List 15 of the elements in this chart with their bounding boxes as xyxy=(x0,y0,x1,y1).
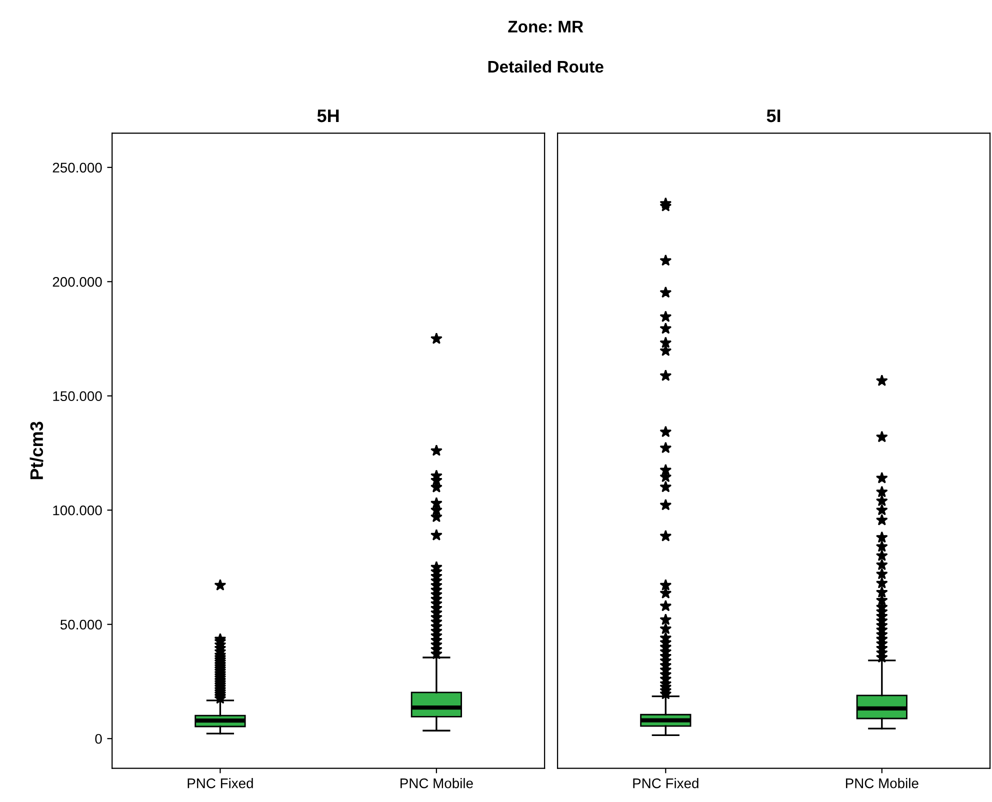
y-tick-label: 150.000 xyxy=(53,391,102,402)
chart-title: 5H xyxy=(317,110,339,122)
x-tick-label: PNC Fixed xyxy=(188,778,253,788)
chart-title: 5I xyxy=(766,110,780,122)
x-tick-label: PNC Mobile xyxy=(846,778,918,788)
text: Detailed Route xyxy=(488,60,604,73)
y-tick-label: 250.000 xyxy=(52,162,102,173)
x-tick-label: PNC Fixed xyxy=(633,778,698,788)
y-axis-title: Pt/cm3 xyxy=(30,422,44,480)
y-tick-label: 200.000 xyxy=(52,276,102,287)
y-tick-label: 50.000 xyxy=(60,620,102,630)
x-tick-label: PNC Mobile xyxy=(400,778,473,788)
y-tick-label: 0 xyxy=(95,734,102,744)
y-tick-label: 100.000 xyxy=(53,505,102,516)
text: Zone: MR xyxy=(508,20,584,33)
